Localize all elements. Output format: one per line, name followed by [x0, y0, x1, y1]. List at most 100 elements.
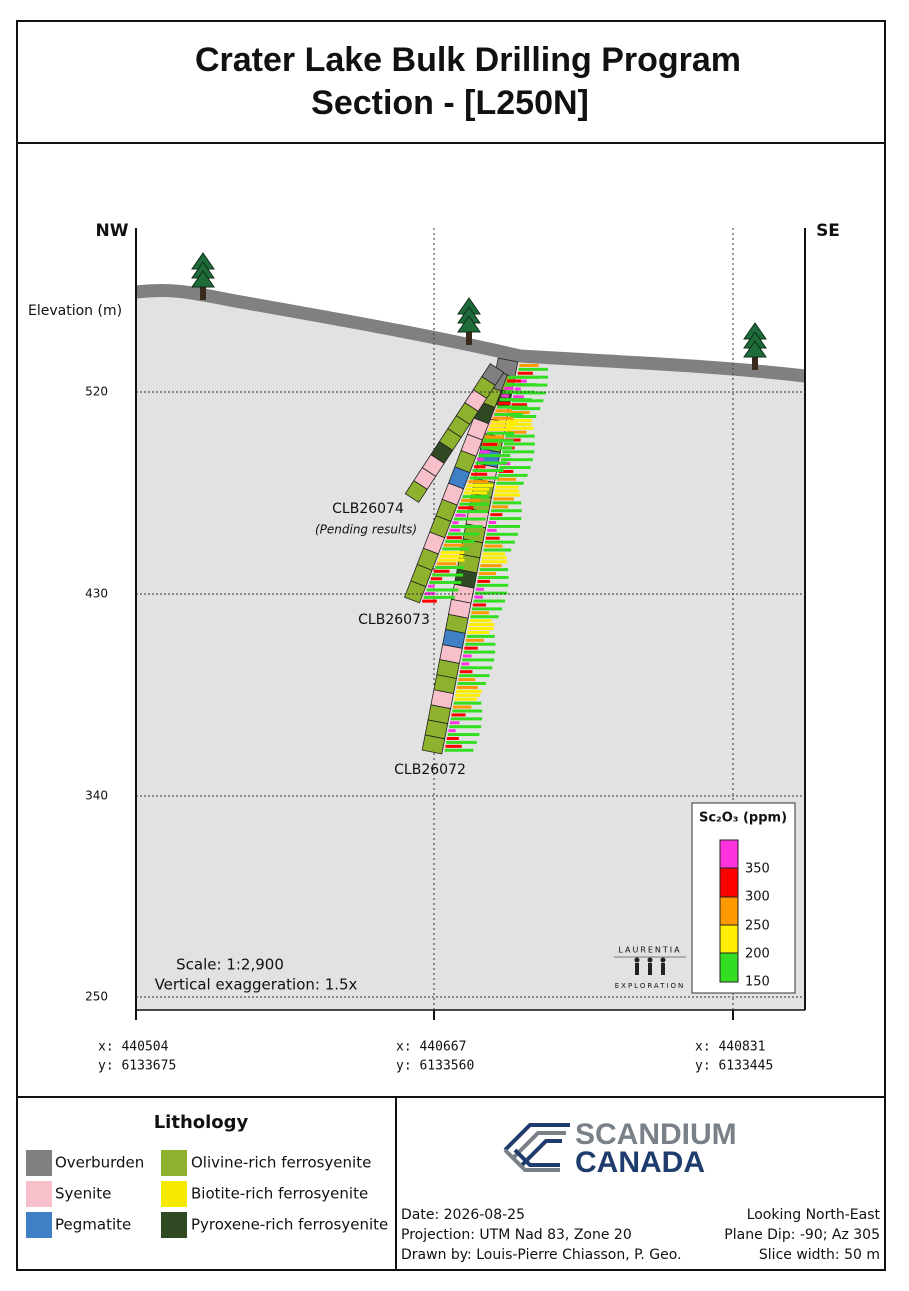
- grade-bar: [462, 658, 495, 662]
- ground: [136, 290, 805, 1010]
- footer-text: Slice width: 50 m: [759, 1247, 880, 1263]
- company-logo: [503, 1123, 570, 1172]
- grade-level: 150: [745, 975, 770, 990]
- hole-label: CLB26073: [358, 612, 430, 628]
- grade-bar: [481, 556, 507, 560]
- grade-bar: [463, 650, 496, 654]
- grade-legend: [691, 802, 796, 994]
- grade-bar: [518, 367, 548, 371]
- frame: [16, 20, 886, 1271]
- grade-bar: [445, 744, 462, 748]
- grade-bar: [487, 528, 497, 532]
- logo-text: LAURENTIA: [618, 946, 681, 955]
- grade-bar: [460, 666, 493, 670]
- x-coordinate: x: 440504: [98, 1040, 169, 1055]
- grade-bar: [457, 682, 487, 686]
- axis-title: Elevation (m): [28, 303, 122, 319]
- grade-bar: [508, 375, 539, 379]
- grade-bar: [453, 701, 482, 705]
- grade-bar: [456, 689, 482, 693]
- grade-level: 200: [745, 947, 770, 962]
- grade-bar: [432, 573, 464, 577]
- grade-bar: [442, 547, 470, 551]
- grade-swatch: [719, 924, 739, 955]
- lithology-title: Lithology: [154, 1112, 249, 1133]
- grade-bar: [476, 457, 484, 461]
- lithology-label: Olivine-rich ferrosyenite: [191, 1154, 371, 1172]
- direction: SE: [816, 221, 840, 241]
- grade-bar: [485, 435, 505, 439]
- grade-bar: [468, 480, 489, 484]
- grade-bar: [485, 536, 500, 540]
- grade-bar: [495, 409, 513, 413]
- grade-bar: [465, 487, 490, 491]
- grade-bar: [478, 454, 511, 458]
- grade-bar: [446, 740, 477, 744]
- grade-bar: [480, 564, 502, 568]
- grade-bar: [479, 450, 490, 454]
- grade-bar: [452, 709, 483, 713]
- grade-bar: [502, 450, 535, 454]
- footer-text: Drawn by: Louis-Pierre Chiasson, P. Geo.: [401, 1247, 682, 1263]
- grade-bar: [423, 595, 455, 599]
- grade-bar: [500, 458, 533, 462]
- lithology-swatch: [26, 1212, 52, 1238]
- grade-bar: [511, 403, 527, 407]
- grade-bar: [482, 442, 498, 446]
- footer-text: Looking North-East: [747, 1207, 881, 1223]
- grade-bar: [481, 560, 507, 564]
- grade-bar: [448, 729, 456, 733]
- grade-bar: [490, 513, 503, 517]
- grade-bar: [459, 670, 473, 674]
- grade-bar: [516, 379, 527, 383]
- grade-swatch: [719, 867, 739, 898]
- grade-bar: [447, 733, 480, 737]
- grade-bar: [446, 536, 462, 540]
- grade-bar: [467, 630, 490, 634]
- grade-bar: [450, 524, 483, 528]
- y-tick-label: 430: [85, 587, 108, 601]
- grade-bar: [491, 505, 509, 509]
- grade-bar: [470, 615, 499, 619]
- grade-bar: [469, 476, 499, 480]
- grade-level: 300: [745, 890, 770, 905]
- grade-level: 350: [745, 862, 770, 877]
- grade-bar: [469, 619, 492, 623]
- grade-legend-title: Sc₂O₃ (ppm): [699, 811, 787, 826]
- grade-bar: [435, 566, 465, 570]
- grade-bar: [508, 418, 532, 422]
- grade-bar: [517, 371, 533, 375]
- grade-bar: [461, 662, 470, 666]
- grade-bar: [475, 587, 484, 591]
- grade-bar: [430, 577, 443, 581]
- y-coordinate: y: 6133560: [396, 1059, 474, 1074]
- grade-swatch: [719, 952, 739, 983]
- y-coordinate: y: 6133675: [98, 1059, 176, 1074]
- y-tick-label: 520: [85, 385, 108, 399]
- grade-bar: [437, 558, 465, 562]
- logo-figures: [634, 957, 666, 975]
- grade-bar: [513, 395, 524, 399]
- footer-text: Date: 2026-08-25: [401, 1207, 525, 1223]
- grade-bar: [494, 413, 523, 417]
- grade-bar: [465, 638, 484, 642]
- tree-trunk: [200, 280, 206, 300]
- tree-trunk: [752, 350, 758, 370]
- grade-swatch: [719, 896, 739, 927]
- grade-bar: [436, 562, 457, 566]
- grade-bar: [425, 592, 436, 596]
- lithology-swatch: [161, 1181, 187, 1207]
- grade-bar: [519, 363, 539, 367]
- scale: Scale: 1:2,900: [176, 956, 284, 974]
- grade-bar: [502, 390, 535, 394]
- logo-text: EXPLORATION: [615, 982, 686, 990]
- grade-bar: [473, 465, 486, 469]
- grade-bar: [498, 469, 514, 473]
- grade-bar: [426, 588, 459, 592]
- grade-bar: [482, 552, 505, 556]
- hole-label: CLB26074: [332, 501, 404, 517]
- grade-bar: [449, 721, 460, 725]
- grade-bar: [488, 521, 497, 525]
- grade-bar: [466, 634, 495, 638]
- grade-bar: [449, 528, 461, 532]
